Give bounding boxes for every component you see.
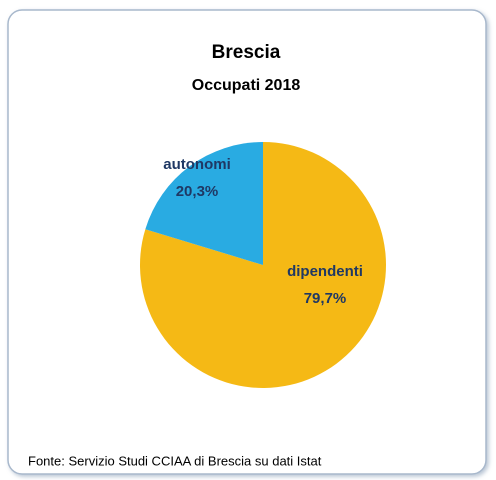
pie xyxy=(139,142,386,388)
chart-subtitle: Occupati 2018 xyxy=(192,77,301,94)
slice-category-label: dipendenti xyxy=(287,263,363,280)
pie-slice xyxy=(145,142,263,265)
source-note: Fonte: Servizio Studi CCIAA di Brescia s… xyxy=(28,453,322,468)
slice-value-label: 20,3% xyxy=(176,183,219,200)
slice-category-label: autonomi xyxy=(163,156,231,173)
slice-value-label: 79,7% xyxy=(304,290,347,307)
chart-title: Brescia xyxy=(212,42,281,63)
